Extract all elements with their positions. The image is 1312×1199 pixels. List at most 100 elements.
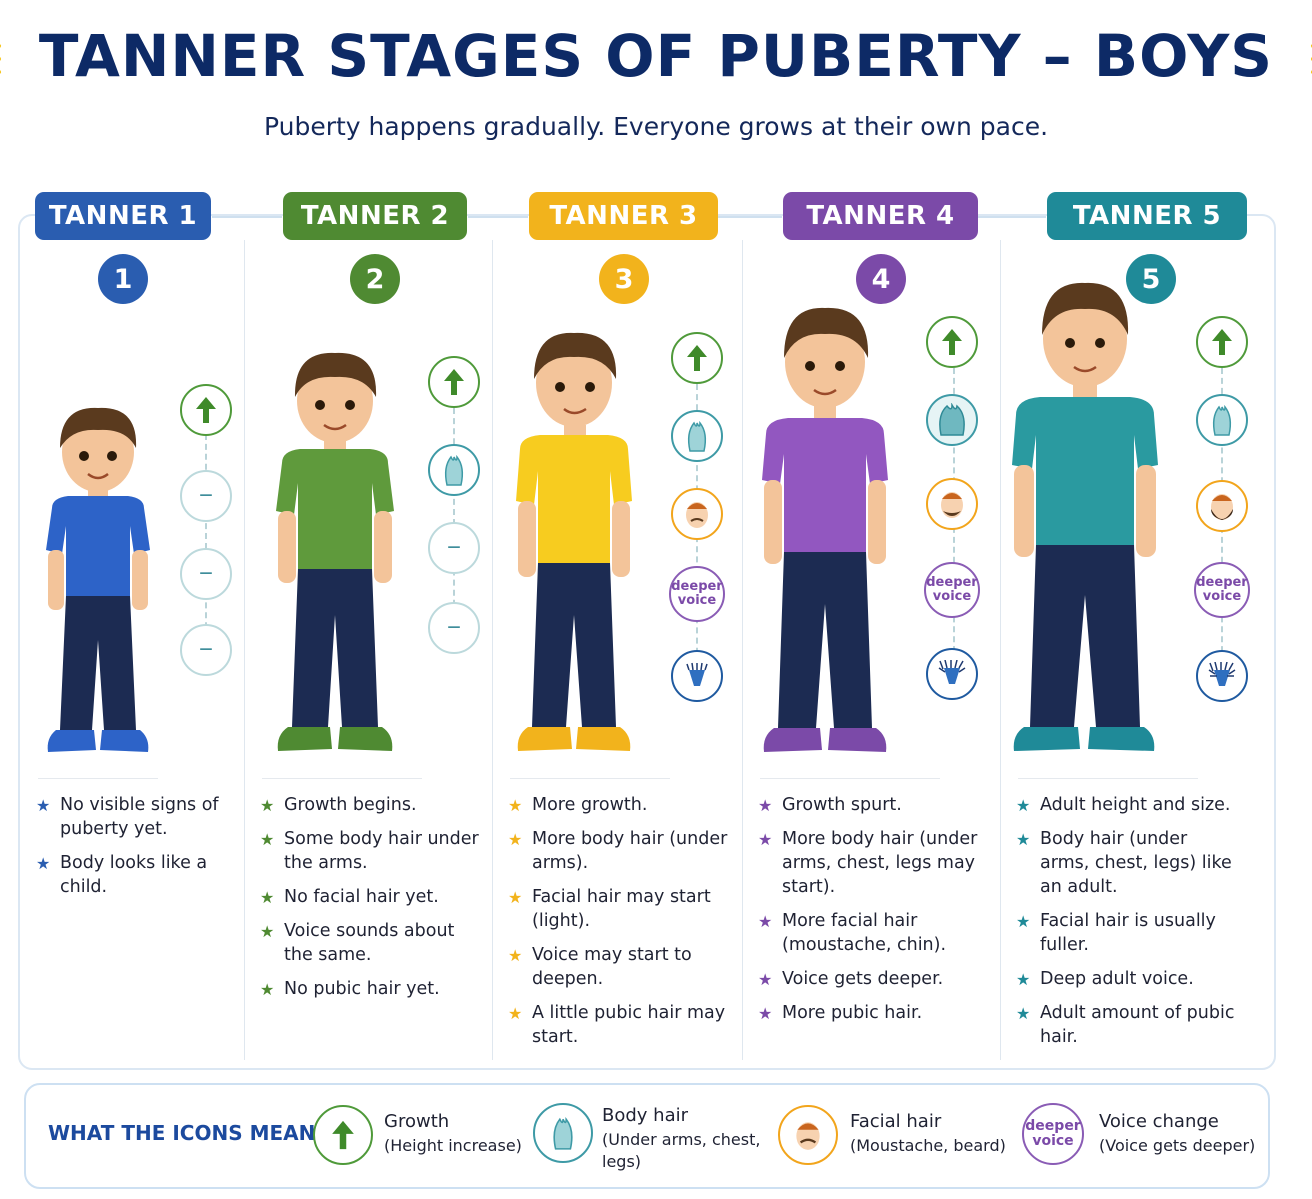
legend-voice-desc: (Voice gets deeper) — [1099, 1136, 1256, 1155]
legend-body-hair-label: Body hair — [602, 1105, 689, 1126]
list-item-text: Facial hair may start (light). — [532, 887, 711, 931]
boy-figure-stage-5 — [1012, 282, 1158, 751]
star-icon: ★ — [260, 980, 275, 999]
list-item: ★ Voice sounds about the same. — [260, 919, 485, 967]
title-text: TANNER STAGES OF PUBERTY – BOYS — [38, 22, 1274, 90]
legend-growth-desc: (Height increase) — [384, 1136, 522, 1155]
stage-label-2: TANNER 2 — [283, 192, 467, 240]
list-item-text: More body hair (under arms). — [532, 829, 728, 873]
list-item: ★ Adult amount of pubic hair. — [1016, 1001, 1236, 1049]
stage-number-4: 4 — [856, 254, 906, 304]
pubic-hair-icon — [926, 648, 978, 700]
star-icon: ★ — [758, 796, 773, 815]
flow-arrow — [212, 216, 282, 218]
star-icon: ★ — [508, 830, 523, 849]
column-divider — [492, 240, 493, 1060]
list-item-text: Body looks like a child. — [60, 853, 208, 897]
separator — [262, 778, 422, 779]
list-item: ★ Growth begins. — [260, 793, 485, 817]
list-item-text: Adult height and size. — [1040, 795, 1231, 815]
list-item-text: More facial hair (moustache, chin). — [782, 911, 947, 955]
flow-arrow — [718, 216, 782, 218]
no-change-icon: — — [428, 602, 480, 654]
body-hair-icon — [671, 410, 723, 462]
sparkle-icon — [0, 44, 1, 74]
icon-connector — [205, 434, 207, 648]
no-change-icon: — — [180, 548, 232, 600]
list-item-text: Body hair (under arms, chest, legs) like… — [1040, 829, 1232, 897]
list-item: ★ Facial hair may start (light). — [508, 885, 733, 933]
growth-arrow-icon — [671, 332, 723, 384]
stage-number-1: 1 — [98, 254, 148, 304]
legend-facial-hair-label: Facial hair — [850, 1111, 942, 1132]
no-change-icon: — — [180, 624, 232, 676]
star-icon: ★ — [1016, 796, 1031, 815]
star-icon: ★ — [260, 830, 275, 849]
header: TANNER STAGES OF PUBERTY – BOYS — [0, 22, 1312, 90]
star-icon: ★ — [508, 796, 523, 815]
legend-facial-hair-desc: (Moustache, beard) — [850, 1136, 1006, 1155]
separator — [38, 778, 158, 779]
list-item-text: Voice may start to deepen. — [532, 945, 692, 989]
growth-arrow-icon — [926, 316, 978, 368]
list-item-text: No pubic hair yet. — [284, 979, 440, 999]
legend-voice-label: Voice change — [1099, 1111, 1219, 1132]
boy-figure-stage-3 — [516, 332, 632, 751]
list-item-text: Voice sounds about the same. — [284, 921, 455, 965]
list-item: ★ Growth spurt. — [758, 793, 993, 817]
list-item: ★ A little pubic hair may start. — [508, 1001, 733, 1049]
no-change-icon: — — [428, 522, 480, 574]
list-item: ★ Body looks like a child. — [36, 851, 236, 899]
separator — [510, 778, 670, 779]
star-icon: ★ — [758, 970, 773, 989]
legend-growth-label: Growth — [384, 1111, 450, 1132]
voice-change-icon: deeper voice — [1194, 562, 1250, 618]
list-item-text: Deep adult voice. — [1040, 969, 1194, 989]
column-divider — [742, 240, 743, 1060]
list-item: ★ Body hair (under arms, chest, legs) lik… — [1016, 827, 1236, 899]
boy-figure-stage-1 — [46, 407, 150, 752]
column-divider — [1000, 240, 1001, 1060]
stage-label-1: TANNER 1 — [35, 192, 211, 240]
list-item: ★ Voice gets deeper. — [758, 967, 993, 991]
list-item-text: Growth spurt. — [782, 795, 902, 815]
list-item: ★ No visible signs of puberty yet. — [36, 793, 236, 841]
body-hair-icon — [428, 444, 480, 496]
legend-title: WHAT THE ICONS MEAN: — [48, 1121, 324, 1145]
list-item: ★ Adult height and size. — [1016, 793, 1236, 817]
star-icon: ★ — [260, 922, 275, 941]
list-item-text: Growth begins. — [284, 795, 417, 815]
body-hair-icon — [1196, 394, 1248, 446]
stage-1-signs: ★ No visible signs of puberty yet. ★ Body … — [36, 793, 236, 909]
star-icon: ★ — [508, 888, 523, 907]
no-change-icon: — — [180, 470, 232, 522]
pubic-hair-icon — [1196, 650, 1248, 702]
icon-legend: WHAT THE ICONS MEAN: Growth (Height incr… — [24, 1083, 1270, 1189]
stage-4-signs: ★ Growth spurt. ★ More body hair (under ar… — [758, 793, 993, 1035]
star-icon: ★ — [36, 796, 51, 815]
list-item: ★ More body hair (under arms, chest, legs… — [758, 827, 993, 899]
subtitle: Puberty happens gradually. Everyone grow… — [263, 112, 1049, 141]
body-hair-icon — [926, 394, 978, 446]
list-item: ★ Voice may start to deepen. — [508, 943, 733, 991]
stage-2-signs: ★ Growth begins. ★ Some body hair under th… — [260, 793, 485, 1011]
boy-figure-stage-2 — [276, 352, 394, 751]
stage-label-3: TANNER 3 — [529, 192, 718, 240]
star-icon: ★ — [36, 854, 51, 873]
stage-5-signs: ★ Adult height and size. ★ Body hair (unde… — [1016, 793, 1236, 1059]
star-icon: ★ — [758, 830, 773, 849]
list-item: ★ More body hair (under arms). — [508, 827, 733, 875]
stage-label-5: TANNER 5 — [1047, 192, 1247, 240]
growth-arrow-icon — [180, 384, 232, 436]
list-item: ★ More pubic hair. — [758, 1001, 993, 1025]
list-item-text: More pubic hair. — [782, 1003, 923, 1023]
star-icon: ★ — [758, 912, 773, 931]
list-item-text: More growth. — [532, 795, 648, 815]
stage-3-signs: ★ More growth. ★ More body hair (under arm… — [508, 793, 733, 1059]
list-item-text: Adult amount of pubic hair. — [1040, 1003, 1235, 1047]
list-item-text: No visible signs of puberty yet. — [60, 795, 219, 839]
star-icon: ★ — [1016, 1004, 1031, 1023]
list-item: ★ More growth. — [508, 793, 733, 817]
star-icon: ★ — [260, 796, 275, 815]
separator — [760, 778, 940, 779]
